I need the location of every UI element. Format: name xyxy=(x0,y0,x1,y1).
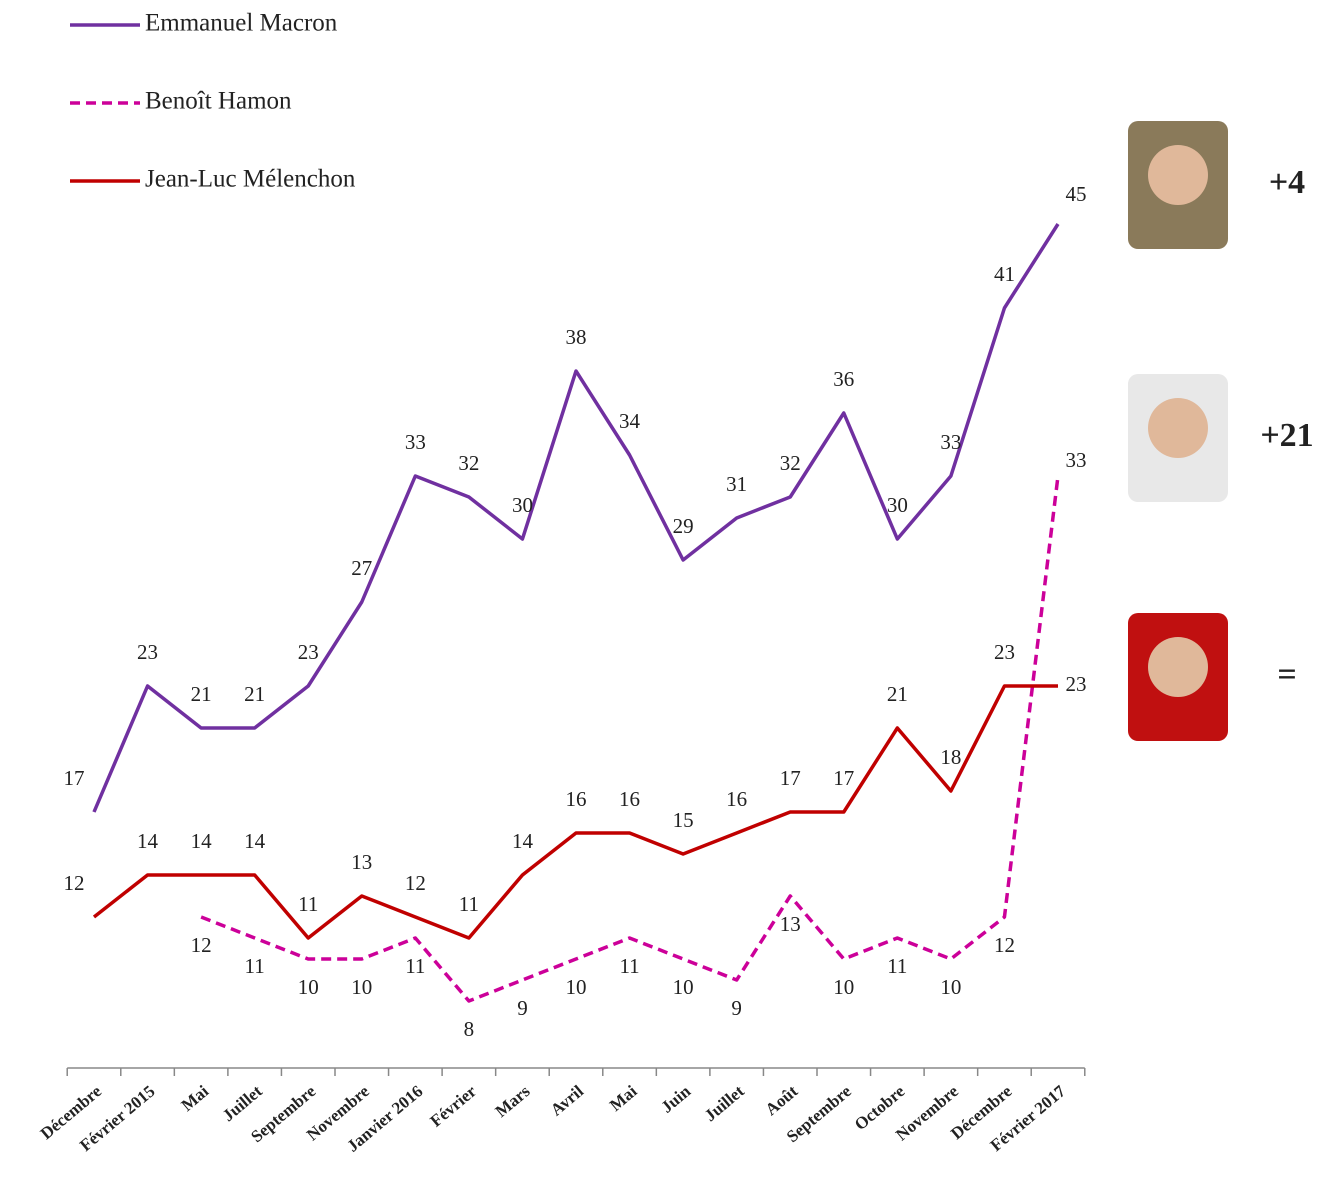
portrait-face xyxy=(1148,637,1208,697)
series-line xyxy=(92,223,1060,813)
data-label: 38 xyxy=(566,325,587,349)
data-label: 31 xyxy=(726,472,747,496)
data-label: 36 xyxy=(833,367,854,391)
data-label: 10 xyxy=(673,975,694,999)
data-label: 11 xyxy=(619,954,639,978)
series-line xyxy=(200,475,1060,1003)
portrait-face xyxy=(1148,398,1208,458)
data-label: 21 xyxy=(191,682,212,706)
data-label: 11 xyxy=(459,892,479,916)
data-label: 23 xyxy=(298,640,319,664)
data-label: 11 xyxy=(245,954,265,978)
data-label: 21 xyxy=(887,682,908,706)
x-tick-label: Mai xyxy=(178,1081,213,1115)
data-label: 10 xyxy=(566,975,587,999)
data-label: 14 xyxy=(244,829,266,853)
legend-label: Jean-Luc Mélenchon xyxy=(145,166,356,193)
x-tick-label: Août xyxy=(762,1081,802,1119)
data-label: 23 xyxy=(994,640,1015,664)
data-label: 16 xyxy=(619,787,640,811)
data-label: 33 xyxy=(940,430,961,454)
data-label: 12 xyxy=(64,871,85,895)
legend-label: Emmanuel Macron xyxy=(145,10,338,37)
data-label: 17 xyxy=(64,766,85,790)
data-label: 9 xyxy=(731,996,742,1020)
data-label: 45 xyxy=(1066,182,1087,206)
data-label: 17 xyxy=(780,766,801,790)
annotation: +21 xyxy=(1260,417,1313,454)
series-line xyxy=(92,684,1058,940)
data-label: 12 xyxy=(191,933,212,957)
data-label: 14 xyxy=(137,829,159,853)
data-label: 16 xyxy=(566,787,587,811)
data-label: 32 xyxy=(780,451,801,475)
x-tick-label: Juillet xyxy=(219,1081,266,1125)
data-label: 21 xyxy=(244,682,265,706)
data-label: 8 xyxy=(464,1017,475,1041)
data-label: 10 xyxy=(940,975,961,999)
x-tick-label: Mai xyxy=(606,1081,641,1115)
data-label: 12 xyxy=(994,933,1015,957)
data-label: 30 xyxy=(512,493,533,517)
data-label: 13 xyxy=(780,912,801,936)
data-label: 16 xyxy=(726,787,747,811)
data-label: 15 xyxy=(673,808,694,832)
data-label: 11 xyxy=(887,954,907,978)
data-label: 32 xyxy=(458,451,479,475)
data-label: 14 xyxy=(191,829,213,853)
data-label: 12 xyxy=(405,871,426,895)
data-label: 11 xyxy=(298,892,318,916)
data-label: 23 xyxy=(1066,672,1087,696)
data-label: 23 xyxy=(137,640,158,664)
data-label: 34 xyxy=(619,409,641,433)
data-label: 33 xyxy=(1066,448,1087,472)
data-label: 10 xyxy=(351,975,372,999)
data-label: 41 xyxy=(994,262,1015,286)
annotation: +4 xyxy=(1269,164,1305,201)
data-label: 9 xyxy=(517,996,528,1020)
data-label: 11 xyxy=(405,954,425,978)
legend-label: Benoît Hamon xyxy=(145,88,292,115)
x-tick-label: Juin xyxy=(657,1081,694,1117)
data-label: 33 xyxy=(405,430,426,454)
annotation: = xyxy=(1277,656,1296,693)
data-label: 30 xyxy=(887,493,908,517)
portrait-face xyxy=(1148,145,1208,205)
data-label: 13 xyxy=(351,850,372,874)
data-label: 10 xyxy=(298,975,319,999)
x-tick-label: Avril xyxy=(547,1081,587,1119)
x-tick-label: Février xyxy=(427,1081,481,1130)
data-label: 10 xyxy=(833,975,854,999)
data-label: 27 xyxy=(351,556,372,580)
data-label: 29 xyxy=(673,514,694,538)
data-label: 14 xyxy=(512,829,534,853)
x-tick-label: Mars xyxy=(492,1081,534,1121)
data-label: 18 xyxy=(940,745,961,769)
data-label: 17 xyxy=(833,766,854,790)
x-tick-label: Juillet xyxy=(701,1081,748,1125)
